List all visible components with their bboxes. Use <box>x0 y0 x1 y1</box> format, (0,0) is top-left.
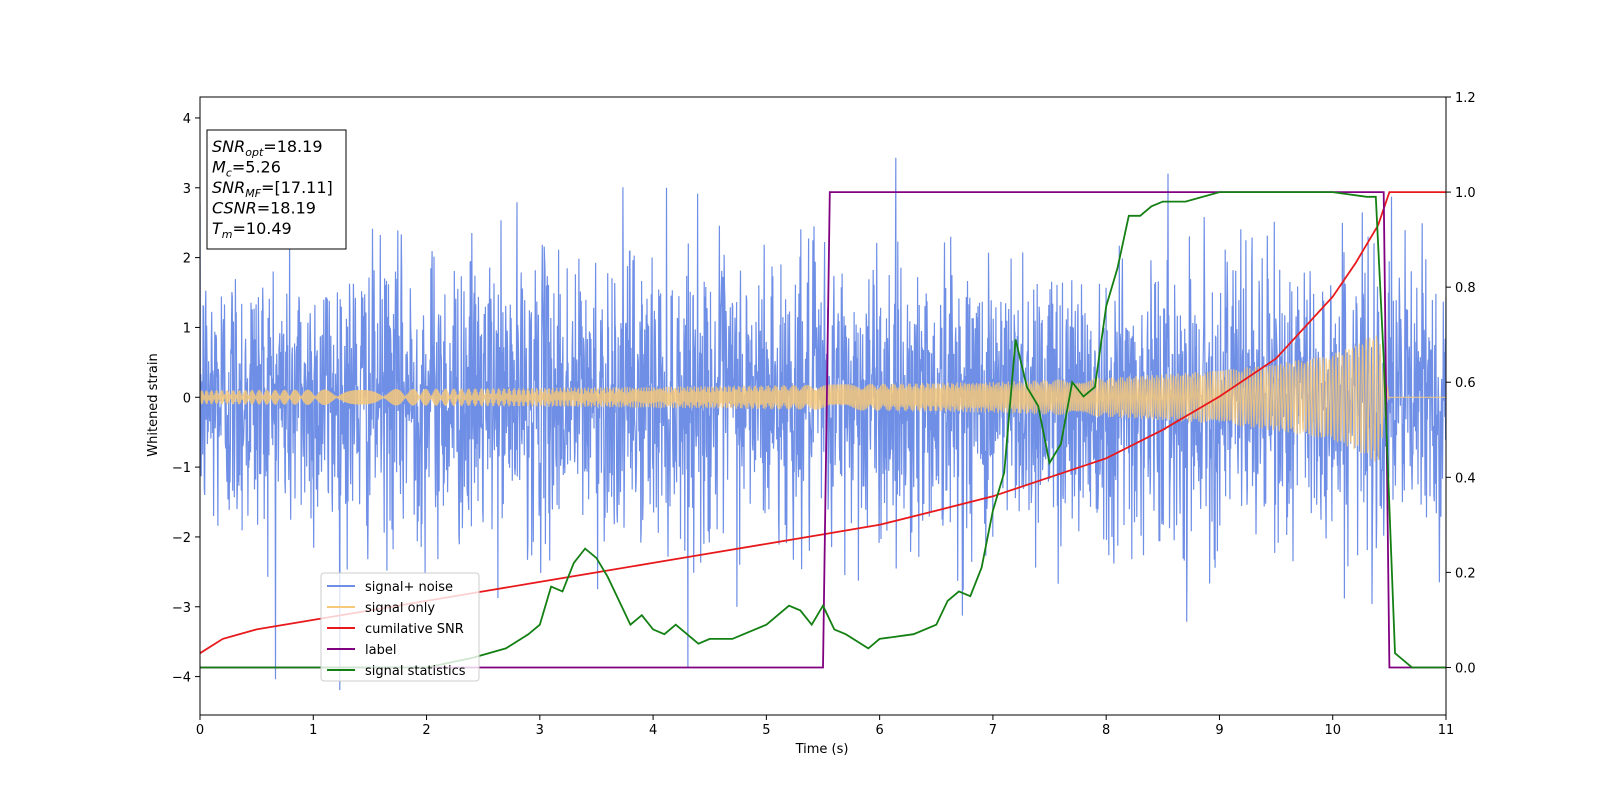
info-box-line: Mc=5.26 <box>212 158 281 180</box>
y-tick-label: 2 <box>183 252 191 267</box>
y-tick-label: 1 <box>183 321 191 336</box>
y-axis-label: Whitened strain <box>146 353 161 456</box>
info-box: SNRopt=18.19Mc=5.26SNRMF=[17.11]CSNR=18.… <box>206 129 347 250</box>
y-tick-label: −1 <box>172 461 191 476</box>
y-tick-label: −4 <box>172 671 191 686</box>
legend-label: signal+ noise <box>365 580 453 595</box>
x-tick-label: 6 <box>875 723 883 738</box>
info-box-line: SNRMF=[17.11] <box>212 178 333 200</box>
legend-frame <box>320 572 480 682</box>
legend: signal+ noise signal only cumilative SNR la… <box>320 572 480 682</box>
legend-label: signal statistics <box>365 664 466 679</box>
y2-tick-label: 0.4 <box>1455 471 1476 486</box>
axes-frame <box>199 96 1447 716</box>
series-signal-statistics <box>200 191 1446 669</box>
y-tick-label: −3 <box>172 601 191 616</box>
x-axis-label: Time (s) <box>795 742 849 757</box>
y2-tick-label: 0.0 <box>1455 661 1476 676</box>
legend-label: cumilative SNR <box>365 622 464 637</box>
x-axis-ticks: 0 1 2 3 4 5 6 7 8 9 10 11 <box>196 715 1454 738</box>
x-tick-label: 3 <box>536 723 544 738</box>
x-tick-label: 1 <box>309 723 317 738</box>
x-tick-label: 8 <box>1102 723 1110 738</box>
x-tick-label: 0 <box>196 723 204 738</box>
y2-axis-ticks: 0.0 0.2 0.4 0.6 0.8 1.0 1.2 <box>1446 91 1476 676</box>
y2-tick-label: 0.6 <box>1455 376 1476 391</box>
info-box-frame <box>206 129 347 250</box>
y2-tick-label: 1.0 <box>1455 186 1476 201</box>
x-tick-label: 10 <box>1324 723 1341 738</box>
info-box-line: CSNR=18.19 <box>212 199 316 218</box>
series-label <box>200 191 1446 669</box>
x-tick-label: 5 <box>762 723 770 738</box>
y-tick-label: 0 <box>183 391 191 406</box>
y-tick-label: −2 <box>172 531 191 546</box>
x-tick-label: 2 <box>422 723 430 738</box>
y2-tick-label: 0.8 <box>1455 281 1476 296</box>
x-tick-label: 4 <box>649 723 657 738</box>
info-box-line: SNRopt=18.19 <box>212 137 323 159</box>
legend-label: label <box>365 643 396 658</box>
legend-label: signal only <box>365 601 435 616</box>
y-axis-ticks: −4 −3 −2 −1 0 1 2 3 4 <box>172 112 200 686</box>
x-tick-label: 11 <box>1438 723 1455 738</box>
y-tick-label: 3 <box>183 182 191 197</box>
x-tick-label: 7 <box>989 723 997 738</box>
y2-tick-label: 0.2 <box>1455 566 1476 581</box>
series-signal-noise <box>200 157 1446 691</box>
info-box-line: Tm=10.49 <box>212 219 292 241</box>
x-tick-label: 9 <box>1215 723 1223 738</box>
series-signal-only <box>200 335 1446 462</box>
y2-tick-label: 1.2 <box>1455 91 1476 106</box>
plot-frame <box>199 96 1447 716</box>
y-tick-label: 4 <box>183 112 191 127</box>
